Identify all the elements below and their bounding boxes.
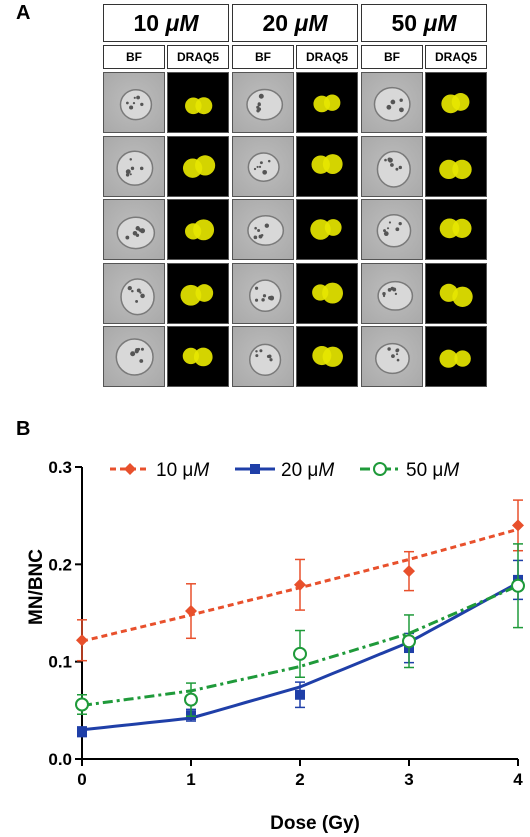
concentration-unit: μM: [165, 9, 199, 36]
data-point-circle: [373, 462, 387, 476]
draq5-nuclei-image: [425, 135, 487, 197]
legend-label: 20 μM: [281, 460, 334, 481]
dose-response-chart: 0 1 2 3 4 0.0 0.1 0.2 0.3 10 μM 20 μM 50 μM Dose (…: [26, 458, 525, 834]
concentration-unit: μM: [423, 9, 457, 36]
concentration-unit: μM: [294, 9, 328, 36]
data-point-square: [250, 464, 260, 474]
draq5-nuclei-image: [425, 199, 487, 260]
y-tick-label: 0.1: [48, 653, 72, 672]
data-point-square: [295, 689, 305, 700]
channel-label-draq5: DRAQ5: [425, 45, 487, 69]
draq5-nuclei-image: [425, 262, 487, 324]
data-point-diamond: [403, 565, 415, 578]
brightfield-cell-image: [361, 72, 423, 133]
x-tick-label: 0: [77, 770, 86, 789]
x-tick-label: 3: [404, 770, 413, 789]
legend-item: 20 μM: [235, 460, 334, 481]
y-tick-label: 0.2: [48, 555, 72, 574]
concentration-header-row: 10 μM 20 μM 50 μM: [103, 4, 487, 42]
brightfield-cell-image: [103, 72, 165, 133]
panel-b-label: B: [16, 418, 31, 440]
draq5-nuclei-image: [167, 135, 229, 197]
draq5-nuclei-image: [296, 72, 358, 133]
data-point-square: [77, 726, 87, 737]
series-50m: [75, 543, 525, 717]
legend-item: 10 μM: [110, 460, 209, 481]
y-axis-label: MN/BNC: [26, 549, 47, 625]
draq5-nuclei-image: [167, 199, 229, 260]
brightfield-cell-image: [361, 326, 423, 387]
draq5-nuclei-image: [167, 72, 229, 133]
x-tick-label: 1: [186, 770, 195, 789]
channel-label-bf: BF: [232, 45, 294, 69]
brightfield-cell-image: [103, 135, 165, 197]
brightfield-cell-image: [361, 135, 423, 197]
draq5-nuclei-image: [167, 326, 229, 387]
legend-label: 10 μM: [156, 460, 209, 481]
draq5-nuclei-image: [296, 326, 358, 387]
series-10m: [76, 499, 524, 662]
brightfield-cell-image: [103, 326, 165, 387]
x-axis-label: Dose (Gy): [270, 813, 360, 834]
draq5-nuclei-image: [425, 326, 487, 387]
x-tick-label: 2: [295, 770, 304, 789]
brightfield-cell-image: [103, 199, 165, 260]
concentration-header-20: 20 μM: [232, 4, 358, 42]
panel-a-label: A: [16, 2, 31, 24]
data-point-diamond: [185, 605, 197, 618]
brightfield-cell-image: [232, 199, 294, 260]
data-point-circle: [184, 692, 198, 707]
draq5-nuclei-image: [425, 72, 487, 133]
draq5-nuclei-image: [167, 262, 229, 324]
channel-header-row: BF DRAQ5 BF DRAQ5 BF DRAQ5: [103, 45, 487, 69]
y-tick-label: 0.3: [48, 458, 72, 477]
legend-item: 50 μM: [360, 460, 459, 481]
brightfield-cell-image: [103, 262, 165, 324]
data-point-diamond: [76, 634, 88, 647]
legend-label: 50 μM: [406, 460, 459, 481]
brightfield-cell-image: [361, 262, 423, 324]
channel-label-draq5: DRAQ5: [296, 45, 358, 69]
draq5-nuclei-image: [296, 135, 358, 197]
data-point-diamond: [124, 463, 136, 475]
data-point-circle: [402, 634, 416, 649]
cell-image-grid: [103, 72, 487, 388]
concentration-number: 50: [391, 9, 418, 36]
data-point-diamond: [294, 578, 306, 591]
draq5-nuclei-image: [296, 199, 358, 260]
channel-label-draq5: DRAQ5: [167, 45, 229, 69]
brightfield-cell-image: [232, 326, 294, 387]
y-tick-label: 0.0: [48, 750, 72, 769]
brightfield-cell-image: [232, 72, 294, 133]
data-point-circle: [293, 646, 307, 661]
concentration-header-10: 10 μM: [103, 4, 229, 42]
concentration-number: 20: [262, 9, 289, 36]
brightfield-cell-image: [232, 262, 294, 324]
channel-label-bf: BF: [103, 45, 165, 69]
concentration-header-50: 50 μM: [361, 4, 487, 42]
x-tick-label: 4: [513, 770, 523, 789]
data-point-circle: [511, 578, 525, 593]
brightfield-cell-image: [232, 135, 294, 197]
concentration-number: 10: [133, 9, 160, 36]
draq5-nuclei-image: [296, 262, 358, 324]
data-point-diamond: [512, 519, 524, 532]
brightfield-cell-image: [361, 199, 423, 260]
data-point-circle: [75, 697, 89, 712]
channel-label-bf: BF: [361, 45, 423, 69]
